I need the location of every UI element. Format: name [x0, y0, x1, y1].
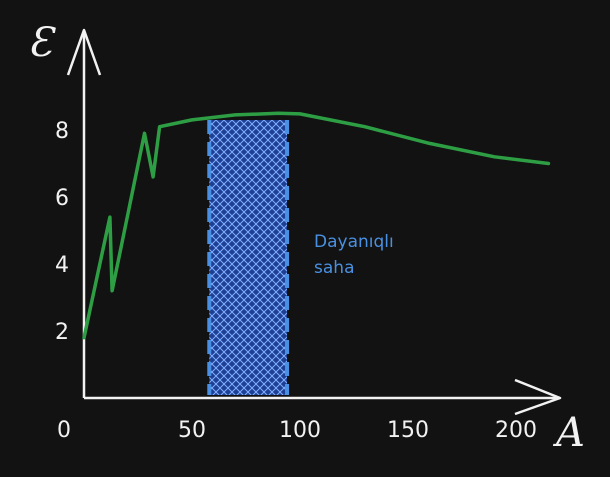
- y-axis-arrow: [66, 28, 102, 76]
- x-axis-label: A: [552, 410, 585, 456]
- x-tick-label: 150: [387, 418, 429, 443]
- x-tick-label: 100: [279, 418, 321, 443]
- y-axis-label: Ɛ: [28, 20, 56, 66]
- x-tick-label: 200: [495, 418, 537, 443]
- y-tick-label: 4: [55, 253, 69, 278]
- stable-region-fill: [209, 120, 288, 395]
- y-tick-label: 2: [55, 320, 69, 345]
- y-tick-label: 8: [55, 119, 69, 144]
- stable-region-label: Dayanıqlı: [314, 232, 394, 252]
- stable-region-label: saha: [314, 258, 354, 278]
- x-tick-label: 50: [178, 418, 206, 443]
- x-axis-arrow: [514, 378, 562, 416]
- data-series-line: [82, 111, 551, 340]
- x-tick-label: 0: [57, 418, 71, 443]
- y-tick-label: 6: [55, 186, 69, 211]
